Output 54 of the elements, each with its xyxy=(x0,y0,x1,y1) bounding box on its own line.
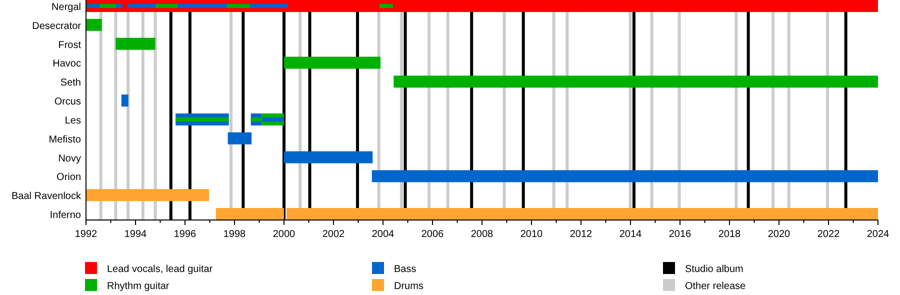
bar xyxy=(86,0,878,12)
bar xyxy=(116,38,156,50)
x-tick-label: 2012 xyxy=(570,229,593,240)
x-tick-label: 2000 xyxy=(272,229,296,240)
x-tick-label: 2002 xyxy=(322,229,346,240)
y-tick-label: Baal Ravenlock xyxy=(12,191,82,202)
legend-label: Drums xyxy=(394,281,424,292)
bar xyxy=(228,132,252,144)
y-tick-label: Desecrator xyxy=(32,20,82,32)
bar xyxy=(216,208,284,220)
x-tick-label: 2014 xyxy=(619,229,642,240)
bar xyxy=(372,170,878,182)
bar xyxy=(100,4,116,8)
bar xyxy=(155,4,178,8)
y-tick-label: Orcus xyxy=(54,96,81,108)
x-tick-label: 2010 xyxy=(520,229,544,240)
bar xyxy=(284,151,373,164)
bar xyxy=(227,4,250,8)
bar xyxy=(86,18,102,31)
bar xyxy=(121,94,128,107)
legend-label: Other release xyxy=(685,281,746,292)
y-tick-label: Orion xyxy=(56,172,81,184)
y-tick-label: Nergal xyxy=(52,2,81,13)
y-tick-label: Seth xyxy=(60,78,81,89)
x-tick-label: 1994 xyxy=(124,229,148,240)
bar xyxy=(86,189,210,202)
bar xyxy=(262,117,284,122)
legend-label: Rhythm guitar xyxy=(107,281,170,292)
y-tick-label: Les xyxy=(64,115,81,126)
bar xyxy=(284,56,381,69)
bar xyxy=(250,117,262,122)
y-tick-label: Novy xyxy=(58,153,81,164)
x-tick-label: 1992 xyxy=(74,229,98,240)
x-tick-label: 2024 xyxy=(866,229,890,240)
bar xyxy=(379,4,393,8)
x-tick-label: 2016 xyxy=(668,229,692,240)
x-tick-label: 2008 xyxy=(470,229,494,240)
x-tick-label: 1998 xyxy=(223,229,246,240)
x-tick-label: 2020 xyxy=(768,229,791,240)
legend-label: Lead vocals, lead guitar xyxy=(107,264,214,275)
legend-label: Bass xyxy=(394,264,416,275)
x-tick-label: 2006 xyxy=(421,229,444,240)
y-tick-label: Frost xyxy=(58,40,82,51)
y-tick-label: Havoc xyxy=(52,58,81,70)
bar xyxy=(286,208,878,220)
bar xyxy=(394,76,878,88)
x-tick-label: 2022 xyxy=(817,229,840,240)
y-tick-label: Inferno xyxy=(50,210,82,221)
x-tick-label: 2004 xyxy=(372,229,395,240)
x-tick-label: 2018 xyxy=(718,229,742,240)
y-tick-label: Mefisto xyxy=(48,134,82,146)
x-tick-label: 1996 xyxy=(174,229,197,240)
bar xyxy=(176,117,229,122)
legend-label: Studio album xyxy=(685,264,744,275)
